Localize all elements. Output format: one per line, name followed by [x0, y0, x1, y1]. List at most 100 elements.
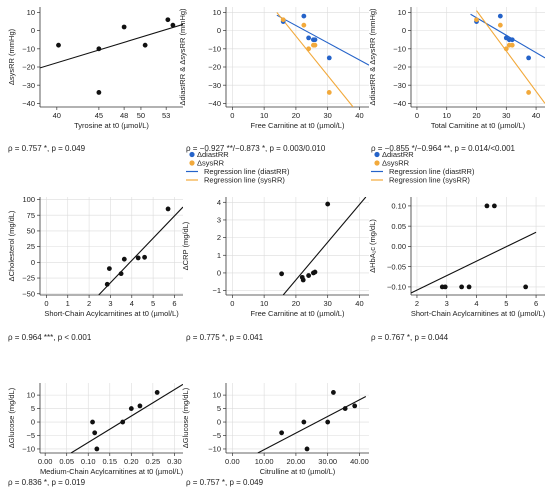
x-tick-label: 40 — [532, 111, 540, 120]
y-tick: 10 — [27, 8, 40, 17]
y-tick: 50 — [27, 227, 40, 236]
x-tick: 0 — [415, 107, 419, 120]
y-tick: 0 — [217, 269, 226, 278]
y-tick: −30 — [22, 81, 40, 90]
data-point — [170, 22, 176, 28]
x-tick-label: 30 — [324, 299, 332, 308]
data-point — [121, 256, 127, 262]
y-tick: −25 — [22, 274, 40, 283]
x-tick-label: 20 — [292, 299, 300, 308]
y-tick: −1 — [212, 286, 226, 295]
y-axis-title: ΔdiastRR & ΔsysRR (mmHg) — [368, 8, 377, 106]
x-tick: 50 — [137, 107, 145, 120]
x-tick: 2 — [415, 295, 419, 308]
data-point — [128, 406, 134, 411]
x-tick-label: 0 — [230, 111, 234, 120]
x-tick: 0 — [44, 295, 48, 308]
x-tick: 0.20 — [124, 453, 139, 466]
x-tick-label: 3 — [108, 299, 112, 308]
x-tick-label: 53 — [162, 111, 170, 120]
legend-label: Regression line (sysRR) — [204, 176, 285, 185]
x-tick-label: 5 — [504, 299, 508, 308]
y-tick: 0.10 — [391, 202, 411, 211]
x-tick-label: 40 — [355, 299, 363, 308]
y-tick: −40 — [208, 99, 226, 108]
y-tick: −20 — [393, 63, 411, 72]
x-tick-label: 40 — [53, 111, 61, 120]
x-tick: 0 — [230, 295, 234, 308]
x-tick-label: 5 — [151, 299, 155, 308]
y-tick-label: −50 — [22, 289, 35, 298]
legend-label: ΔdiastRR — [197, 150, 229, 159]
data-point — [509, 42, 515, 48]
chart-panel-8: 10 5 0 −5 −10 0.00 10.00 20.00 30.00 40.00 Citrull… — [181, 383, 369, 487]
y-tick: −5 — [26, 431, 40, 440]
y-tick-label: 25 — [27, 242, 35, 251]
y-tick: −10 — [22, 44, 40, 53]
data-point — [165, 206, 171, 212]
data-point — [509, 37, 515, 43]
y-tick: 25 — [27, 242, 40, 251]
y-tick-label: 0.05 — [391, 222, 406, 231]
regression-line — [476, 10, 545, 104]
legend-label: ΔdiastRR — [382, 150, 414, 159]
data-point — [474, 17, 479, 23]
x-tick-label: 20.00 — [287, 457, 306, 466]
y-axis-title: ΔsysRR (mmHg) — [7, 28, 16, 85]
x-tick-label: 0 — [415, 111, 419, 120]
y-tick-label: 4 — [217, 198, 221, 207]
data-point — [442, 284, 448, 290]
y-axis-title: ΔCRP (mg/dL) — [181, 221, 190, 270]
data-point — [92, 430, 98, 436]
x-tick-label: 0 — [230, 299, 234, 308]
data-point — [484, 203, 490, 209]
x-tick: 0.25 — [146, 453, 160, 466]
legend-label: Regression line (diastRR) — [389, 167, 475, 176]
x-tick: 4 — [474, 295, 479, 308]
x-tick-label: 2 — [415, 299, 419, 308]
x-tick-label: 30 — [502, 111, 510, 120]
data-point — [118, 271, 124, 277]
data-point — [301, 22, 307, 28]
x-tick-label: 30 — [324, 111, 332, 120]
data-point — [459, 284, 465, 290]
x-tick: 10 — [260, 295, 268, 308]
y-tick-label: 0 — [402, 26, 406, 35]
data-point — [96, 46, 102, 52]
legend-label: ΔsysRR — [197, 159, 225, 168]
x-tick: 3 — [108, 295, 113, 308]
x-tick-label: 50 — [137, 111, 145, 120]
y-tick-label: 3 — [217, 216, 221, 225]
y-tick-label: 0.00 — [391, 242, 406, 251]
data-point — [96, 90, 102, 95]
data-point — [306, 35, 312, 41]
stats-caption: ρ = 0.757 *, p = 0.049 — [8, 144, 86, 153]
y-tick-label: −5 — [212, 431, 221, 440]
data-point — [306, 46, 312, 52]
y-tick: −20 — [22, 63, 40, 72]
data-point — [280, 17, 286, 23]
y-tick: 2 — [217, 233, 226, 242]
data-point — [142, 254, 147, 260]
data-point — [325, 419, 331, 425]
legend-marker — [374, 151, 380, 158]
data-point — [301, 419, 307, 425]
data-point — [526, 55, 532, 61]
data-point — [342, 406, 348, 411]
y-tick: 3 — [217, 216, 226, 225]
y-tick: −10 — [208, 44, 226, 53]
y-tick-label: −40 — [393, 99, 406, 108]
x-tick: 10 — [260, 107, 268, 120]
y-tick-label: −0.10 — [387, 283, 406, 292]
x-tick-label: 4 — [474, 299, 478, 308]
y-tick-label: 0 — [217, 269, 221, 278]
x-tick: 40 — [355, 107, 364, 120]
x-tick: 20 — [472, 107, 481, 120]
x-tick-label: 2 — [87, 299, 91, 308]
x-tick-label: 20 — [472, 111, 480, 120]
y-tick-label: −20 — [22, 63, 35, 72]
y-tick: −30 — [393, 81, 411, 90]
x-tick-label: 0.00 — [38, 457, 53, 466]
